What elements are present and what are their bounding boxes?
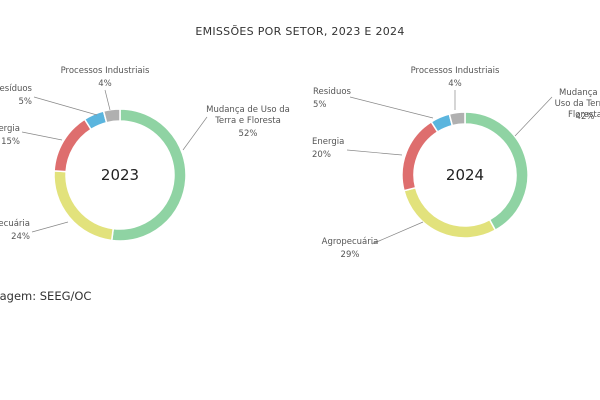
slice-value: 24% (11, 232, 30, 242)
slice-value: 52% (238, 129, 258, 139)
slice-label: Mudança de Uso da Terra e Floresta (554, 88, 600, 120)
donut-slice (448, 111, 466, 127)
slice-label: Agropecuária (0, 219, 30, 229)
donut-slice (53, 118, 93, 173)
slice-label: Agropecuária (321, 237, 379, 247)
slice-value: 29% (340, 250, 360, 260)
slice-label: Processos Industriais (60, 66, 150, 76)
slice-label: Resíduos (0, 84, 32, 94)
donut-slice (403, 186, 497, 239)
slice-label: Energia (0, 124, 20, 134)
donut-slice (401, 120, 439, 192)
slice-value: 4% (98, 79, 112, 89)
leader-line (346, 149, 403, 156)
center-label: 2023 (101, 166, 139, 184)
slice-value: 5% (313, 100, 327, 110)
slice-label: Processos Industriais (410, 66, 500, 76)
leader-line (371, 221, 424, 245)
slice-value: 20% (312, 150, 331, 160)
leader-line (21, 131, 63, 141)
slice-value: 15% (1, 137, 20, 147)
donut-slice (102, 108, 121, 124)
slice-value: 4% (448, 79, 462, 89)
slice-value: 42% (575, 112, 595, 122)
slice-label: Residuos (313, 87, 351, 97)
source: Imagem: SEEG/OC (0, 289, 92, 303)
leader-line (182, 116, 208, 151)
slice-value: 5% (18, 97, 33, 107)
center-label: 2024 (446, 166, 484, 184)
leader-line (33, 96, 98, 116)
slice-label: Energia (312, 137, 345, 147)
leader-line (104, 89, 111, 111)
chart-title: EMISSÕES POR SETOR, 2023 E 2024 (195, 25, 405, 38)
leader-line (31, 221, 69, 233)
leader-line (514, 96, 553, 137)
slice-label: Mudança de Uso da Terra e Floresta (206, 105, 290, 126)
leader-line (349, 96, 434, 119)
